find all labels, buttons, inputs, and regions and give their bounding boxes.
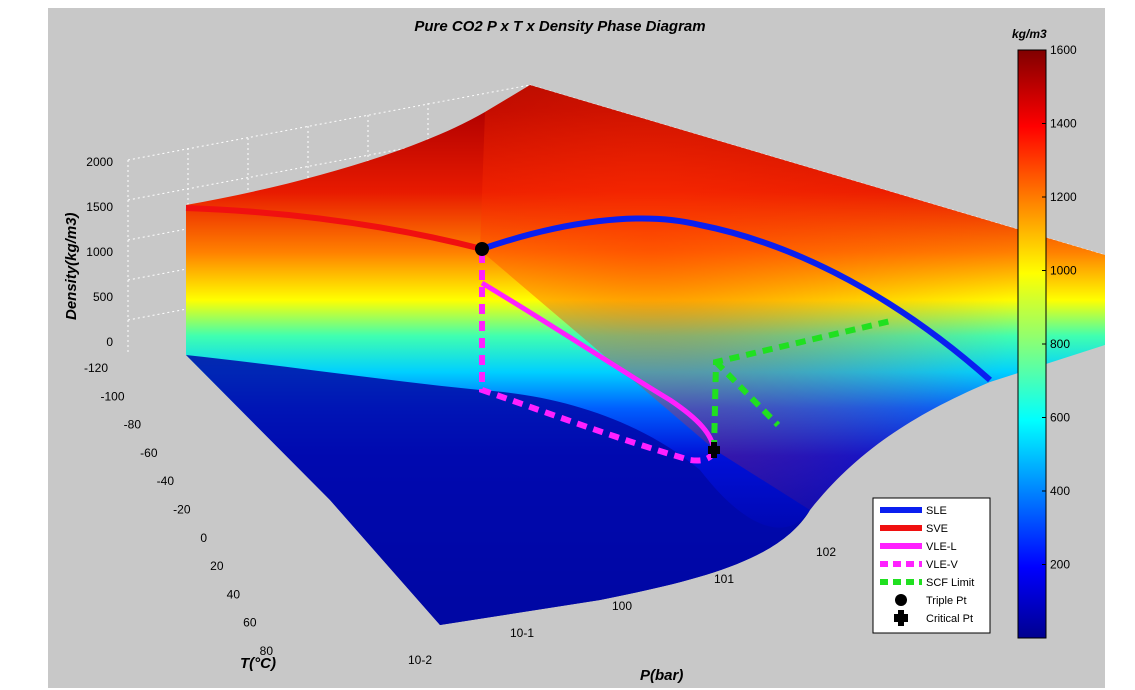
surface-hot-overlay bbox=[480, 85, 1105, 510]
y-tick-label: -40 bbox=[157, 474, 175, 488]
z-tick-label: 1000 bbox=[86, 245, 113, 259]
colorbar-tick-label: 200 bbox=[1050, 558, 1070, 572]
phase-curves bbox=[185, 205, 992, 464]
y-tick-label: 80 bbox=[260, 644, 274, 658]
x-tick-label: 100 bbox=[612, 599, 632, 613]
legend-label: Triple Pt bbox=[926, 595, 967, 607]
chart-title: Pure CO2 P x T x Density Phase Diagram bbox=[414, 18, 705, 35]
triple-point-marker bbox=[475, 242, 489, 256]
y-tick-label: 60 bbox=[243, 616, 257, 630]
x-tick-label: 101 bbox=[714, 572, 734, 586]
colorbar-label: kg/m3 bbox=[1012, 27, 1047, 41]
legend-label: SVE bbox=[926, 523, 948, 535]
x-axis-label: P(bar) bbox=[640, 667, 683, 684]
z-axis-ticks: 0 500 1000 1500 2000 bbox=[86, 155, 113, 349]
y-tick-label: 40 bbox=[227, 587, 241, 601]
x-tick-label: 10-1 bbox=[510, 626, 534, 640]
y-tick-label: 20 bbox=[210, 559, 224, 573]
sve-curve bbox=[185, 205, 483, 252]
z-tick-label: 500 bbox=[93, 290, 113, 304]
colorbar-tick-label: 1400 bbox=[1050, 117, 1077, 131]
critical-point-marker bbox=[708, 442, 720, 458]
colorbar-tick-label: 1600 bbox=[1050, 43, 1077, 57]
z-tick-label: 0 bbox=[106, 335, 113, 349]
z-axis-label: Density(kg/m3) bbox=[63, 212, 80, 320]
colorbar-tick-label: 800 bbox=[1050, 337, 1070, 351]
legend-swatch-triple-pt bbox=[895, 594, 907, 606]
y-axis-label: T(°C) bbox=[240, 655, 276, 672]
legend: SLE SVE VLE-L VLE-V SCF Limit Triple Pt Critic… bbox=[872, 497, 991, 634]
legend-label: SCF Limit bbox=[926, 577, 974, 589]
colorbar: kg/m3 200 400 600 800 1000 1200 1400 1600 bbox=[1012, 27, 1077, 639]
colorbar-gradient bbox=[1017, 49, 1047, 639]
sle-curve bbox=[481, 215, 992, 383]
y-tick-label: -20 bbox=[173, 503, 191, 517]
x-tick-label: 102 bbox=[816, 545, 836, 559]
legend-swatch-critical-pt bbox=[894, 610, 908, 626]
colorbar-tick-label: 600 bbox=[1050, 411, 1070, 425]
y-tick-label: -80 bbox=[124, 418, 142, 432]
legend-label: VLE-V bbox=[926, 559, 958, 571]
z-tick-label: 2000 bbox=[86, 155, 113, 169]
colorbar-ticks: 200 400 600 800 1000 1200 1400 1600 bbox=[1042, 43, 1077, 572]
vle-l-curve bbox=[480, 280, 717, 451]
vapor-floor-region bbox=[186, 355, 810, 625]
y-tick-label: -120 bbox=[84, 361, 108, 375]
vle-v-curve bbox=[479, 253, 717, 464]
scf-limit-curve bbox=[711, 317, 896, 451]
y-tick-label: 0 bbox=[200, 531, 207, 545]
y-tick-label: -100 bbox=[100, 389, 124, 403]
colorbar-tick-label: 1000 bbox=[1050, 264, 1077, 278]
legend-label: SLE bbox=[926, 505, 947, 517]
x-axis-ticks: 10-210-110010110210 bbox=[408, 518, 932, 667]
z-tick-label: 1500 bbox=[86, 200, 113, 214]
legend-label: Critical Pt bbox=[926, 613, 973, 625]
colorbar-tick-label: 1200 bbox=[1050, 190, 1077, 204]
y-tick-label: -60 bbox=[140, 446, 158, 460]
x-tick-label: 10-2 bbox=[408, 653, 432, 667]
legend-label: VLE-L bbox=[926, 541, 957, 553]
colorbar-tick-label: 400 bbox=[1050, 484, 1070, 498]
legend-box bbox=[872, 497, 991, 634]
